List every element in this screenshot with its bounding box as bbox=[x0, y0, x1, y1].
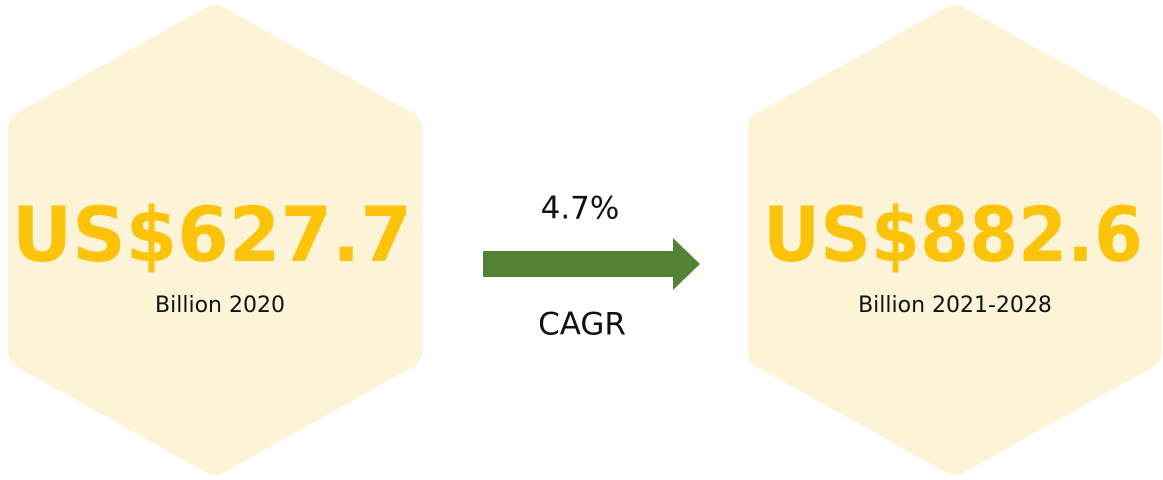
left-amount: US$627.7 bbox=[12, 190, 412, 279]
right-amount: US$882.6 bbox=[763, 190, 1143, 279]
growth-rate: 4.7% bbox=[541, 191, 620, 227]
growth-label: CAGR bbox=[538, 307, 626, 343]
right-caption: Billion 2021-2028 bbox=[858, 293, 1052, 318]
left-caption: Billion 2020 bbox=[155, 293, 285, 318]
right-hexagon bbox=[748, 5, 1162, 475]
left-hexagon bbox=[8, 5, 422, 475]
growth-arrow bbox=[483, 238, 700, 290]
